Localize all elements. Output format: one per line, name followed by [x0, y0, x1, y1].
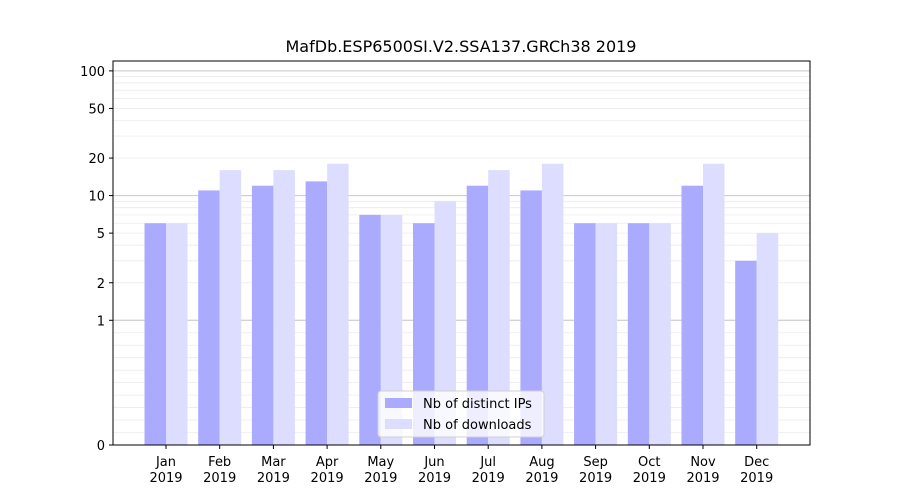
y-tick-label: 50: [88, 102, 105, 117]
legend-box: [377, 390, 545, 438]
bar-downloads: [273, 170, 295, 445]
chart-title: MafDb.ESP6500SI.V2.SSA137.GRCh38 2019: [286, 37, 637, 56]
x-tick-label: Oct 2019: [633, 455, 666, 486]
bar-downloads: [488, 170, 510, 445]
x-tick-label: Mar 2019: [257, 455, 290, 486]
bar-downloads: [327, 163, 349, 445]
bar-distinct-ips: [520, 190, 542, 445]
bars: [144, 163, 779, 445]
y-tick-label: 10: [88, 190, 105, 205]
bar-distinct-ips: [305, 181, 328, 445]
bar-distinct-ips: [251, 185, 274, 445]
x-tick-label: Aug 2019: [525, 455, 558, 486]
x-tick-label: Jan 2019: [149, 455, 182, 486]
bar-distinct-ips: [144, 223, 166, 445]
legend-label: Nb of downloads: [423, 418, 532, 433]
y-tick-label: 1: [97, 314, 105, 329]
legend-label: Nb of distinct IPs: [423, 397, 532, 412]
bar-downloads: [380, 214, 403, 445]
y-tick-label: 5: [97, 227, 105, 242]
bar-downloads: [703, 163, 725, 445]
x-tick-label: Apr 2019: [311, 455, 344, 486]
y-tick-label: 100: [80, 65, 105, 80]
bar-downloads: [649, 223, 671, 445]
x-tick-label: Sep 2019: [579, 455, 612, 486]
bar-downloads: [541, 163, 564, 445]
y-tick-label: 20: [88, 152, 105, 167]
bar-distinct-ips: [359, 214, 381, 445]
x-tick-label: May 2019: [364, 455, 397, 486]
x-tick-label: Feb 2019: [203, 455, 236, 486]
x-tick-label: Jul 2019: [472, 455, 505, 486]
legend: Nb of distinct IPs Nb of downloads: [377, 390, 545, 438]
x-axis: Jan 2019 Feb 2019 Mar 2019 Apr 2019 May 2019 Jun 20…: [149, 445, 773, 486]
bar-distinct-ips: [574, 223, 596, 445]
legend-swatch: [385, 398, 412, 408]
bar-downloads: [434, 201, 456, 445]
x-tick-label: Nov 2019: [686, 455, 719, 486]
bar-distinct-ips: [413, 223, 435, 445]
bar-distinct-ips: [627, 223, 650, 445]
bar-distinct-ips: [198, 190, 220, 445]
y-axis: 0 1 2 5 10 20 50 100: [80, 65, 113, 454]
bar-downloads: [595, 223, 618, 445]
bar-distinct-ips: [735, 260, 757, 445]
x-tick-label: Dec 2019: [740, 455, 773, 486]
legend-swatch: [385, 419, 412, 429]
x-tick-label: Jun 2019: [418, 455, 451, 486]
plot-frame: [112, 60, 811, 446]
bar-downloads: [756, 233, 779, 445]
y-tick-label: 0: [97, 439, 105, 454]
y-tick-label: 2: [97, 277, 105, 292]
bar-downloads: [219, 170, 242, 445]
bar-distinct-ips: [681, 185, 703, 445]
bar-distinct-ips: [466, 185, 489, 445]
bar-downloads: [166, 223, 188, 445]
